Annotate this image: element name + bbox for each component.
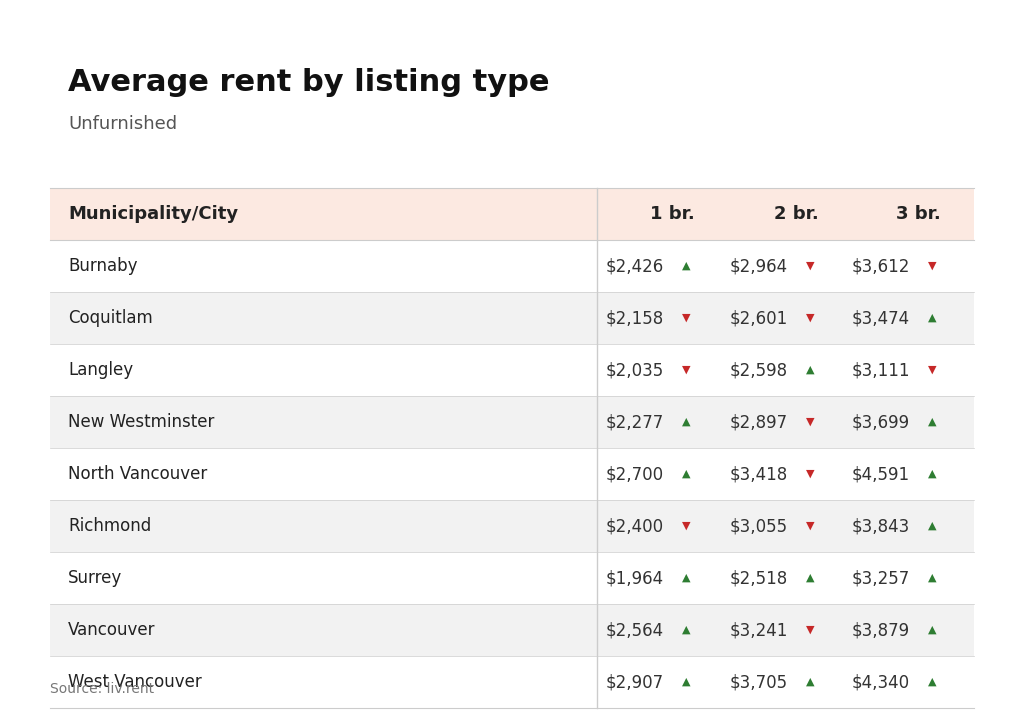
Text: ▼: ▼ — [928, 261, 936, 271]
Text: $2,964: $2,964 — [730, 257, 788, 275]
Text: $2,907: $2,907 — [606, 673, 664, 691]
Text: $3,612: $3,612 — [852, 257, 910, 275]
Text: Vancouver: Vancouver — [68, 621, 156, 639]
Bar — [50, 188, 974, 240]
Text: $3,705: $3,705 — [730, 673, 788, 691]
Text: ▲: ▲ — [928, 469, 936, 479]
Text: ▲: ▲ — [928, 573, 936, 583]
Text: ▲: ▲ — [682, 417, 690, 427]
Text: ▼: ▼ — [806, 469, 814, 479]
Text: ▼: ▼ — [806, 625, 814, 635]
Text: Burnaby: Burnaby — [68, 257, 137, 275]
Text: ▼: ▼ — [806, 521, 814, 531]
Text: ▼: ▼ — [682, 313, 690, 323]
Bar — [50, 656, 974, 708]
Text: $4,591: $4,591 — [852, 465, 910, 483]
Text: $3,843: $3,843 — [852, 517, 910, 535]
Text: $3,257: $3,257 — [852, 569, 910, 587]
Text: ▲: ▲ — [682, 469, 690, 479]
Text: $4,340: $4,340 — [852, 673, 910, 691]
Text: ▲: ▲ — [928, 625, 936, 635]
Text: $2,158: $2,158 — [606, 309, 664, 327]
Text: Richmond: Richmond — [68, 517, 152, 535]
Bar — [50, 552, 974, 604]
Text: $2,700: $2,700 — [606, 465, 664, 483]
Text: ▲: ▲ — [682, 677, 690, 687]
Text: Unfurnished: Unfurnished — [68, 115, 177, 133]
Text: $3,699: $3,699 — [852, 413, 910, 431]
Text: ▼: ▼ — [682, 365, 690, 375]
Text: ▼: ▼ — [682, 521, 690, 531]
Text: ▼: ▼ — [806, 313, 814, 323]
Text: ▲: ▲ — [682, 625, 690, 635]
Bar — [50, 292, 974, 344]
Text: Coquitlam: Coquitlam — [68, 309, 153, 327]
Bar — [50, 500, 974, 552]
Text: Langley: Langley — [68, 361, 133, 379]
Text: Average rent by listing type: Average rent by listing type — [68, 68, 550, 97]
Text: ▲: ▲ — [928, 521, 936, 531]
Text: $2,426: $2,426 — [606, 257, 664, 275]
Text: $2,897: $2,897 — [730, 413, 788, 431]
Text: 1 br.: 1 br. — [649, 205, 694, 223]
Text: $3,111: $3,111 — [852, 361, 910, 379]
Text: $2,035: $2,035 — [606, 361, 664, 379]
Text: $2,598: $2,598 — [730, 361, 788, 379]
Text: ▲: ▲ — [928, 417, 936, 427]
Text: ▲: ▲ — [928, 677, 936, 687]
Text: $3,055: $3,055 — [730, 517, 788, 535]
Text: $3,474: $3,474 — [852, 309, 910, 327]
Bar — [50, 396, 974, 448]
Text: 2 br.: 2 br. — [773, 205, 818, 223]
Text: Surrey: Surrey — [68, 569, 122, 587]
Text: 3 br.: 3 br. — [896, 205, 940, 223]
Text: $3,879: $3,879 — [852, 621, 910, 639]
Text: North Vancouver: North Vancouver — [68, 465, 207, 483]
Text: $2,601: $2,601 — [730, 309, 788, 327]
Text: Source: liv.rent: Source: liv.rent — [50, 682, 155, 696]
Text: ▲: ▲ — [806, 573, 814, 583]
Bar — [50, 604, 974, 656]
Bar — [50, 448, 974, 500]
Text: $1,964: $1,964 — [606, 569, 664, 587]
Text: ▼: ▼ — [806, 417, 814, 427]
Text: ▼: ▼ — [806, 261, 814, 271]
Text: Municipality/City: Municipality/City — [68, 205, 239, 223]
Text: West Vancouver: West Vancouver — [68, 673, 202, 691]
Text: $2,564: $2,564 — [606, 621, 664, 639]
Bar — [50, 344, 974, 396]
Bar — [50, 240, 974, 292]
Text: ▲: ▲ — [806, 365, 814, 375]
Text: $3,241: $3,241 — [730, 621, 788, 639]
Text: ▼: ▼ — [928, 365, 936, 375]
Text: ▲: ▲ — [682, 261, 690, 271]
Text: $2,518: $2,518 — [730, 569, 788, 587]
Text: ▲: ▲ — [682, 573, 690, 583]
Text: New Westminster: New Westminster — [68, 413, 214, 431]
Text: $2,400: $2,400 — [606, 517, 664, 535]
Text: $3,418: $3,418 — [730, 465, 788, 483]
Text: ▲: ▲ — [806, 677, 814, 687]
Text: $2,277: $2,277 — [606, 413, 664, 431]
Text: ▲: ▲ — [928, 313, 936, 323]
